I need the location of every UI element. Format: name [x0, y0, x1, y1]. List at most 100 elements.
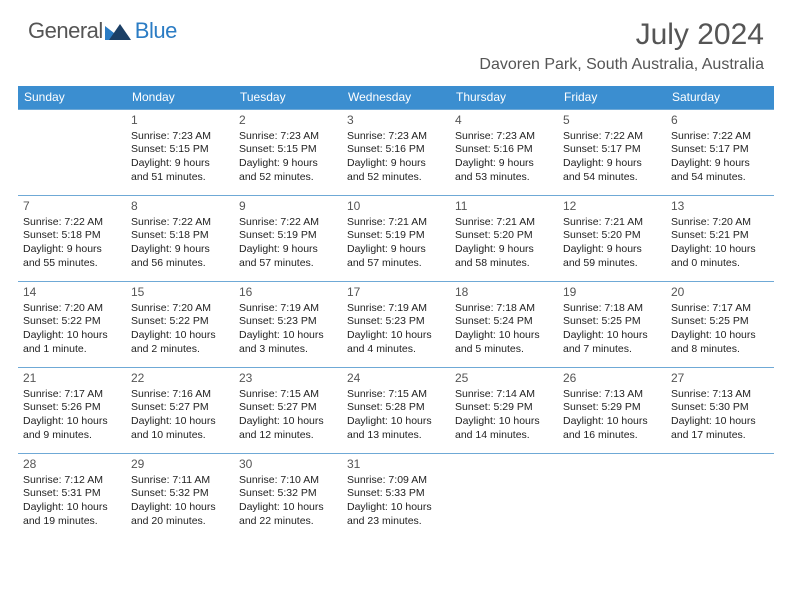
daylight-line2: and 23 minutes. — [347, 515, 445, 529]
sunset-text: Sunset: 5:15 PM — [239, 143, 337, 157]
sunrise-text: Sunrise: 7:18 AM — [563, 302, 661, 316]
dayhead-tuesday: Tuesday — [234, 86, 342, 109]
day-number: 26 — [563, 371, 661, 387]
calendar-cell — [18, 109, 126, 195]
daylight-line1: Daylight: 10 hours — [563, 415, 661, 429]
sunset-text: Sunset: 5:22 PM — [23, 315, 121, 329]
day-number: 17 — [347, 285, 445, 301]
sunrise-text: Sunrise: 7:23 AM — [347, 130, 445, 144]
daylight-line2: and 52 minutes. — [347, 171, 445, 185]
sunrise-text: Sunrise: 7:19 AM — [347, 302, 445, 316]
day-number: 11 — [455, 199, 553, 215]
calendar-cell: 5Sunrise: 7:22 AMSunset: 5:17 PMDaylight… — [558, 109, 666, 195]
calendar-cell — [450, 453, 558, 539]
day-number: 7 — [23, 199, 121, 215]
day-number: 5 — [563, 113, 661, 129]
sunset-text: Sunset: 5:28 PM — [347, 401, 445, 415]
daylight-line1: Daylight: 10 hours — [455, 415, 553, 429]
calendar-cell: 16Sunrise: 7:19 AMSunset: 5:23 PMDayligh… — [234, 281, 342, 367]
sunrise-text: Sunrise: 7:13 AM — [563, 388, 661, 402]
daylight-line2: and 54 minutes. — [563, 171, 661, 185]
sunset-text: Sunset: 5:20 PM — [455, 229, 553, 243]
sunset-text: Sunset: 5:19 PM — [239, 229, 337, 243]
daylight-line2: and 22 minutes. — [239, 515, 337, 529]
sunset-text: Sunset: 5:25 PM — [671, 315, 769, 329]
dayhead-sunday: Sunday — [18, 86, 126, 109]
daylight-line2: and 4 minutes. — [347, 343, 445, 357]
calendar-cell: 6Sunrise: 7:22 AMSunset: 5:17 PMDaylight… — [666, 109, 774, 195]
day-number: 30 — [239, 457, 337, 473]
daylight-line1: Daylight: 9 hours — [563, 243, 661, 257]
sunset-text: Sunset: 5:29 PM — [455, 401, 553, 415]
calendar-cell: 28Sunrise: 7:12 AMSunset: 5:31 PMDayligh… — [18, 453, 126, 539]
sunrise-text: Sunrise: 7:14 AM — [455, 388, 553, 402]
calendar-cell: 29Sunrise: 7:11 AMSunset: 5:32 PMDayligh… — [126, 453, 234, 539]
sunset-text: Sunset: 5:31 PM — [23, 487, 121, 501]
daylight-line1: Daylight: 10 hours — [671, 243, 769, 257]
day-number: 22 — [131, 371, 229, 387]
sunrise-text: Sunrise: 7:17 AM — [23, 388, 121, 402]
daylight-line2: and 5 minutes. — [455, 343, 553, 357]
daylight-line1: Daylight: 9 hours — [23, 243, 121, 257]
calendar-cell: 10Sunrise: 7:21 AMSunset: 5:19 PMDayligh… — [342, 195, 450, 281]
dayhead-wednesday: Wednesday — [342, 86, 450, 109]
day-number: 3 — [347, 113, 445, 129]
sunset-text: Sunset: 5:18 PM — [23, 229, 121, 243]
daylight-line2: and 57 minutes. — [239, 257, 337, 271]
calendar-cell: 11Sunrise: 7:21 AMSunset: 5:20 PMDayligh… — [450, 195, 558, 281]
day-number: 9 — [239, 199, 337, 215]
calendar-cell: 9Sunrise: 7:22 AMSunset: 5:19 PMDaylight… — [234, 195, 342, 281]
sunrise-text: Sunrise: 7:20 AM — [23, 302, 121, 316]
daylight-line1: Daylight: 9 hours — [563, 157, 661, 171]
sunrise-text: Sunrise: 7:22 AM — [23, 216, 121, 230]
dayhead-monday: Monday — [126, 86, 234, 109]
sunset-text: Sunset: 5:19 PM — [347, 229, 445, 243]
daylight-line2: and 0 minutes. — [671, 257, 769, 271]
sunrise-text: Sunrise: 7:11 AM — [131, 474, 229, 488]
sunset-text: Sunset: 5:27 PM — [239, 401, 337, 415]
daylight-line1: Daylight: 10 hours — [347, 415, 445, 429]
day-number: 27 — [671, 371, 769, 387]
logo-triangle-icon — [105, 22, 133, 40]
daylight-line2: and 58 minutes. — [455, 257, 553, 271]
daylight-line1: Daylight: 10 hours — [563, 329, 661, 343]
sunset-text: Sunset: 5:21 PM — [671, 229, 769, 243]
daylight-line1: Daylight: 9 hours — [239, 243, 337, 257]
daylight-line1: Daylight: 10 hours — [671, 415, 769, 429]
daylight-line2: and 3 minutes. — [239, 343, 337, 357]
day-number: 31 — [347, 457, 445, 473]
sunrise-text: Sunrise: 7:22 AM — [563, 130, 661, 144]
sunset-text: Sunset: 5:30 PM — [671, 401, 769, 415]
day-number: 14 — [23, 285, 121, 301]
sunrise-text: Sunrise: 7:22 AM — [131, 216, 229, 230]
day-number: 29 — [131, 457, 229, 473]
calendar-cell: 23Sunrise: 7:15 AMSunset: 5:27 PMDayligh… — [234, 367, 342, 453]
logo-text-general: General — [28, 18, 103, 44]
day-number: 18 — [455, 285, 553, 301]
calendar-cell: 12Sunrise: 7:21 AMSunset: 5:20 PMDayligh… — [558, 195, 666, 281]
title-location: Davoren Park, South Australia, Australia — [479, 56, 764, 74]
calendar-cell: 19Sunrise: 7:18 AMSunset: 5:25 PMDayligh… — [558, 281, 666, 367]
sunset-text: Sunset: 5:32 PM — [131, 487, 229, 501]
sunrise-text: Sunrise: 7:15 AM — [239, 388, 337, 402]
daylight-line2: and 20 minutes. — [131, 515, 229, 529]
daylight-line1: Daylight: 9 hours — [455, 157, 553, 171]
calendar-grid: SundayMondayTuesdayWednesdayThursdayFrid… — [18, 86, 774, 539]
sunrise-text: Sunrise: 7:21 AM — [563, 216, 661, 230]
daylight-line1: Daylight: 10 hours — [23, 415, 121, 429]
sunset-text: Sunset: 5:20 PM — [563, 229, 661, 243]
calendar-cell: 3Sunrise: 7:23 AMSunset: 5:16 PMDaylight… — [342, 109, 450, 195]
sunrise-text: Sunrise: 7:20 AM — [671, 216, 769, 230]
calendar-cell: 2Sunrise: 7:23 AMSunset: 5:15 PMDaylight… — [234, 109, 342, 195]
daylight-line2: and 14 minutes. — [455, 429, 553, 443]
sunset-text: Sunset: 5:24 PM — [455, 315, 553, 329]
header: General Blue July 2024 Davoren Park, Sou… — [0, 0, 792, 78]
calendar-cell: 4Sunrise: 7:23 AMSunset: 5:16 PMDaylight… — [450, 109, 558, 195]
sunset-text: Sunset: 5:22 PM — [131, 315, 229, 329]
daylight-line2: and 16 minutes. — [563, 429, 661, 443]
day-number: 20 — [671, 285, 769, 301]
sunrise-text: Sunrise: 7:23 AM — [455, 130, 553, 144]
sunrise-text: Sunrise: 7:19 AM — [239, 302, 337, 316]
daylight-line1: Daylight: 9 hours — [239, 157, 337, 171]
calendar-cell: 26Sunrise: 7:13 AMSunset: 5:29 PMDayligh… — [558, 367, 666, 453]
